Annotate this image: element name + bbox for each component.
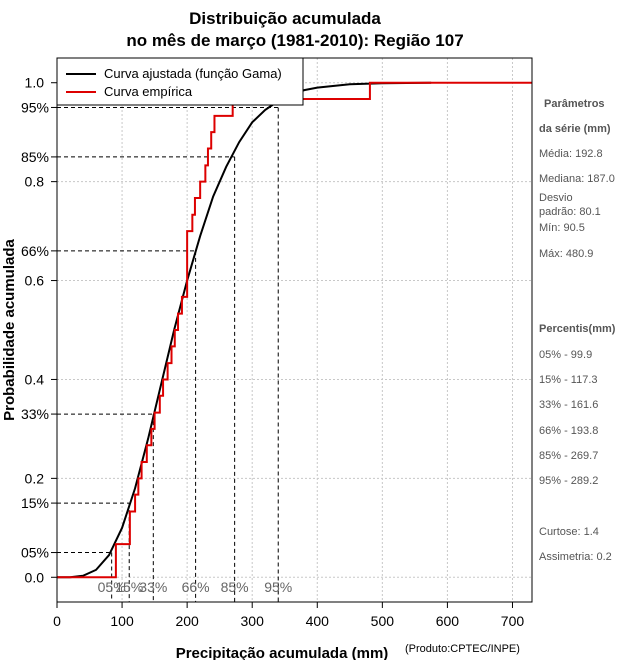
product-credit: (Produto:CPTEC/INPE) (405, 643, 520, 655)
x-tick-label-1: 100 (110, 613, 134, 629)
stat-curtose: Curtose: 1.4 (539, 526, 599, 538)
y-axis-ticks: 0.0 0.2 0.4 0.6 0.8 1.0 05% 15% 33% 66% 85% 95% (21, 75, 57, 585)
legend-label-empirical: Curva empírica (104, 84, 193, 99)
y-tick-label-5: 1.0 (25, 75, 45, 91)
stat-media: Média: 192.8 (539, 148, 603, 160)
percentis-header: Percentis(mm) (539, 323, 616, 335)
percentile-reference-lines (57, 106, 279, 602)
series-layer (57, 81, 532, 579)
plot-border (56, 57, 533, 603)
stat-p15: 15% - 117.3 (539, 374, 598, 386)
y-tick-label-0: 0.0 (25, 569, 45, 585)
x-axis-ticks: 0 100 200 300 400 500 600 700 (53, 602, 524, 629)
y-tick-label-4: 0.8 (25, 174, 45, 190)
y-axis-label: Probabilidade acumulada (1, 238, 18, 420)
x-axis-label: Precipitação acumulada (mm) (176, 645, 389, 660)
stat-mediana: Mediana: 187.0 (539, 173, 615, 185)
x-tick-label-6: 600 (436, 613, 460, 629)
x-tick-label-4: 400 (306, 613, 330, 629)
stat-p95: 95% - 289.2 (539, 475, 598, 487)
legend: Curva ajustada (função Gama) Curva empír… (56, 57, 304, 106)
stat-p85: 85% - 269.7 (539, 450, 598, 462)
x-tick-label-2: 200 (175, 613, 199, 629)
y-pct-tick-label-1: 15% (21, 495, 49, 511)
y-pct-tick-label-0: 05% (21, 545, 49, 561)
series-fitted-gamma (57, 81, 432, 579)
y-pct-tick-label-2: 33% (21, 406, 49, 422)
stat-p05: 05% - 99.9 (539, 349, 592, 361)
stat-desvio-1: Desvio (539, 192, 573, 204)
y-tick-label-1: 0.2 (25, 470, 45, 486)
stat-p33: 33% - 161.6 (539, 399, 598, 411)
percentile-x-label-4: 85% (221, 579, 249, 595)
chart-title-line2: no mês de março (1981-2010): Região 107 (126, 31, 463, 50)
percentile-x-label-5: 95% (264, 579, 292, 595)
grid-lines (56, 58, 532, 602)
stat-p66: 66% - 193.8 (539, 425, 598, 437)
legend-box (56, 57, 304, 106)
param-header-2: da série (mm) (539, 123, 611, 135)
y-pct-tick-label-5: 95% (21, 99, 49, 115)
stat-min: Mín: 90.5 (539, 222, 585, 234)
percentile-x-label-1: 15% (115, 579, 143, 595)
y-pct-tick-label-3: 66% (21, 243, 49, 259)
legend-label-fitted: Curva ajustada (função Gama) (104, 66, 282, 81)
percentile-x-label-2: 33% (139, 579, 167, 595)
x-tick-label-3: 300 (241, 613, 265, 629)
stat-assimetria: Assimetria: 0.2 (539, 551, 612, 563)
statistics-panel: Parâmetros da série (mm) Média: 192.8 Me… (539, 98, 616, 563)
x-tick-label-7: 700 (501, 613, 525, 629)
y-pct-tick-label-4: 85% (21, 149, 49, 165)
param-header-1: Parâmetros (544, 98, 605, 110)
percentile-x-label-0: 05% (98, 579, 126, 595)
y-tick-label-2: 0.4 (25, 371, 45, 387)
chart-title-line1: Distribuição acumulada (189, 9, 381, 28)
x-tick-label-5: 500 (371, 613, 395, 629)
y-tick-label-3: 0.6 (25, 273, 45, 289)
x-tick-label-0: 0 (53, 613, 61, 629)
series-empirical (57, 81, 532, 579)
stat-desvio-2: padrão: 80.1 (539, 206, 601, 218)
stat-max: Máx: 480.9 (539, 248, 593, 260)
percentile-x-label-3: 66% (182, 579, 210, 595)
percentile-x-labels: 05%15%33% 66% 85% 95% (98, 579, 293, 595)
